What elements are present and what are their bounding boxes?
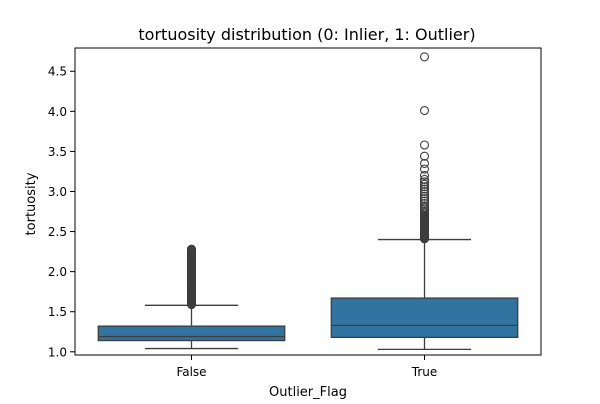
- y-tick-label: 3.5: [48, 145, 67, 159]
- outlier-point: [419, 194, 430, 204]
- box-group-false: [97, 244, 286, 350]
- outlier-point: [419, 151, 430, 161]
- outlier-point: [419, 182, 430, 192]
- outlier-point: [186, 244, 197, 254]
- outlier-point: [419, 201, 430, 211]
- y-axis: 1.0 1.5 2.0 2.5 3.0 3.5 4.0 4.5: [48, 65, 75, 359]
- y-tick-label: 4.0: [48, 105, 67, 119]
- outlier-point: [419, 198, 430, 209]
- x-axis: False True: [176, 355, 437, 379]
- outlier-point: [419, 140, 430, 150]
- plot-frame: [74, 47, 542, 356]
- outlier-point: [419, 196, 430, 206]
- box-iqr: [330, 297, 519, 339]
- outlier-point: [419, 52, 430, 62]
- x-tick-label: True: [411, 365, 438, 379]
- y-tick-label: 4.5: [48, 65, 67, 79]
- y-tick-label: 3.0: [48, 185, 67, 199]
- outlier-point: [419, 177, 430, 187]
- outlier-point: [419, 186, 430, 197]
- chart-title: tortuosity distribution (0: Inlier, 1: O…: [138, 25, 475, 44]
- box-iqr: [97, 325, 286, 342]
- outlier-point: [419, 174, 430, 185]
- y-axis-label: tortuosity: [24, 172, 39, 235]
- y-tick-label: 1.0: [48, 345, 67, 359]
- y-tick-label: 1.5: [48, 305, 67, 319]
- outlier-point: [419, 105, 430, 116]
- y-tick-label: 2.5: [48, 225, 67, 239]
- outlier-point: [419, 189, 430, 199]
- x-axis-label: Outlier_Flag: [269, 385, 347, 400]
- outlier-point: [419, 191, 430, 201]
- outlier-point: [419, 158, 430, 168]
- box-group-true: [330, 52, 519, 351]
- plot-area: [97, 52, 519, 351]
- y-tick-label: 2.0: [48, 265, 67, 279]
- outlier-point: [419, 184, 430, 194]
- x-tick-label: False: [176, 365, 206, 379]
- outlier-point: [419, 179, 430, 189]
- outlier-point: [419, 170, 430, 180]
- outlier-point: [419, 164, 430, 174]
